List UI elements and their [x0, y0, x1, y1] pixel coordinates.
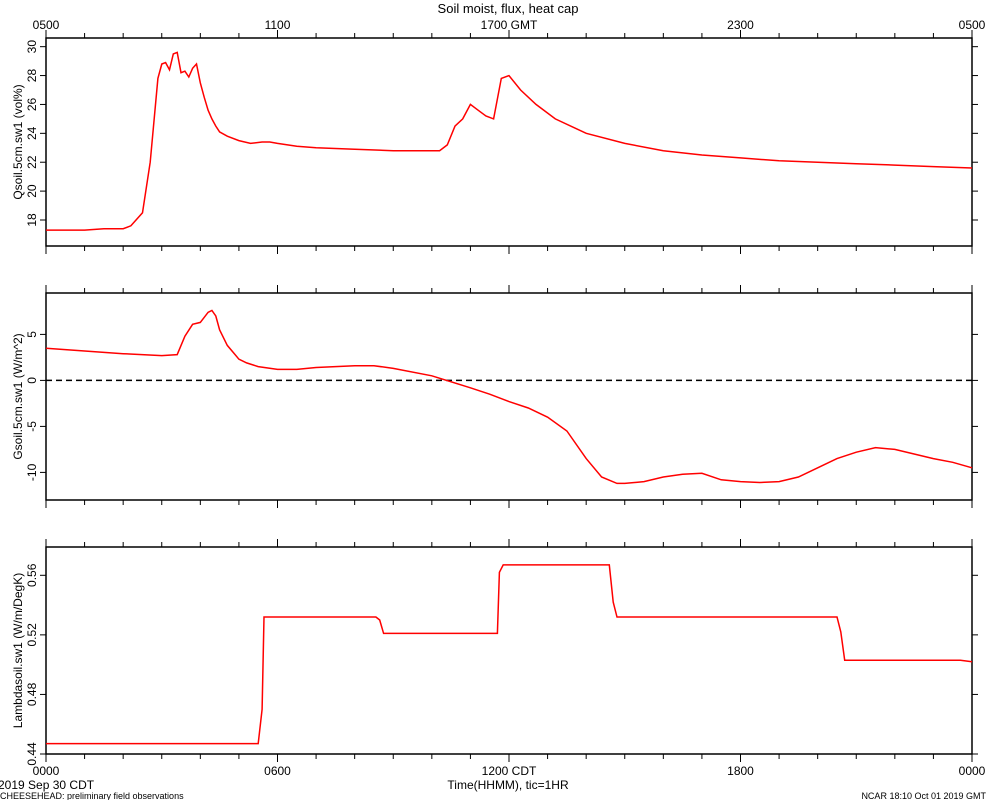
- y-tick-label: 0: [25, 377, 39, 384]
- y-tick-label: 24: [25, 126, 39, 140]
- series-line: [46, 51, 973, 231]
- y-tick-label: 0.48: [25, 682, 39, 706]
- top-tick-label: 1100: [265, 18, 291, 32]
- y-axis-label: Lambdasoil.sw1 (W/m/DegK): [11, 573, 25, 728]
- y-tick-label: 20: [25, 184, 39, 198]
- y-tick-label: 0.52: [25, 623, 39, 647]
- panel-frame: [45, 37, 973, 247]
- bottom-tick-label: 1800: [727, 764, 754, 778]
- panel-1: 18 20 22 24 26 28 30 Qsoil.5cm.sw1 (vol%): [11, 30, 978, 254]
- bottom-tick-label: 0000: [959, 764, 986, 778]
- panel-frame: [45, 292, 973, 501]
- chart-title: Soil moist, flux, heat cap: [438, 1, 579, 16]
- footer-stamp: NCAR 18:10 Oct 01 2019 GMT: [861, 791, 986, 800]
- footer-project: CHEESEHEAD: preliminary field observatio…: [0, 791, 184, 800]
- bottom-tick-label: 0600: [264, 764, 291, 778]
- top-tick-label: 0500: [33, 18, 60, 32]
- series-line: [46, 564, 973, 745]
- top-tick-label: 2300: [727, 18, 754, 32]
- bottom-tick-label: 1200 CDT: [482, 764, 537, 778]
- series-line: [45, 309, 973, 485]
- top-axis: 0500 1100 1700 GMT 2300 0500: [33, 18, 986, 32]
- top-tick-label: 0500: [959, 18, 986, 32]
- y-tick-label: 22: [25, 155, 39, 169]
- footer-date: 2019 Sep 30 CDT: [0, 778, 95, 792]
- y-tick-label: 0.44: [25, 742, 39, 766]
- top-tick-label: 1700 GMT: [481, 18, 538, 32]
- y-tick-label: -5: [25, 421, 39, 432]
- x-axis-label: Time(HHMM), tic=1HR: [447, 778, 569, 792]
- bottom-axis: 0000 0600 1200 CDT 1800 0000: [33, 764, 986, 778]
- y-tick-label: 26: [25, 97, 39, 111]
- y-tick-label: 18: [25, 213, 39, 227]
- y-tick-label: 0.56: [25, 563, 39, 587]
- y-tick-label: 28: [25, 69, 39, 83]
- y-tick-label: -10: [25, 463, 39, 481]
- y-tick-label: 5: [25, 331, 39, 338]
- panel-frame: [45, 546, 973, 755]
- chart-panels: 18 20 22 24 26 28 30 Qsoil.5cm.sw1 (vol%) -10 -5 0…: [11, 30, 978, 766]
- y-axis-label: Qsoil.5cm.sw1 (vol%): [11, 84, 25, 199]
- bottom-tick-label: 0000: [33, 764, 60, 778]
- y-axis-label: Gsoil.5cm.sw1 (W/m^2): [11, 333, 25, 459]
- y-tick-label: 30: [25, 40, 39, 54]
